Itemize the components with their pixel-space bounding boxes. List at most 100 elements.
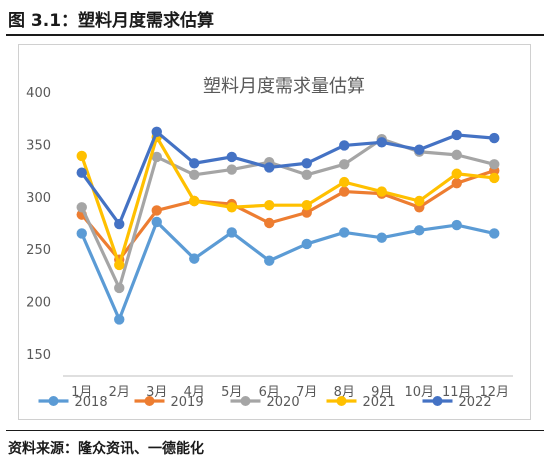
data-point [301,199,312,211]
data-point [489,172,500,184]
legend-item: 2022 [422,395,492,410]
legend-label: 2019 [171,395,204,410]
data-point [301,207,312,218]
source-note: 资料来源：隆众资讯、一德能化 [8,441,204,457]
data-point [301,238,312,250]
data-point [339,140,350,151]
data-point [264,255,275,266]
data-point [226,227,237,238]
x-tick-label: 9月 [371,385,392,400]
data-point [264,217,275,229]
data-point [376,137,387,148]
figure-header: 图 3.1：塑料月度需求估算 [0,0,550,34]
data-point [376,186,387,197]
y-axis-labels: 150 200 250 300 350 400 [26,86,51,363]
data-point [451,149,462,161]
data-point [451,129,462,141]
series-2022 [76,126,500,230]
y-tick-label: 250 [26,243,51,258]
y-tick-label: 300 [26,191,51,206]
data-point [189,158,200,169]
data-point [151,151,162,163]
x-tick-label: 10月 [404,385,434,400]
x-tick-label: 7月 [296,385,317,400]
data-point [114,259,125,271]
data-point [114,218,125,230]
top-rule [6,34,544,36]
legend-swatch-marker [48,396,59,406]
series-line [80,220,496,322]
data-point [76,167,87,178]
data-point [226,151,237,163]
y-tick-label: 200 [26,296,51,311]
data-point [339,227,350,238]
data-point [414,195,425,207]
data-point [339,176,350,188]
data-point [489,159,500,170]
data-point [376,232,387,243]
chart-frame [18,44,531,420]
data-point [264,162,275,173]
legend-item: 2019 [134,395,204,410]
x-tick-label: 4月 [184,385,205,400]
data-point [151,216,162,228]
data-point [451,219,462,231]
legend: 2018 2019 2020 2021 2022 [38,395,492,410]
legend-label: 2020 [267,395,300,410]
legend-label: 2022 [459,395,492,410]
data-point [189,253,200,264]
chart-title: 塑料月度需求量估算 [203,76,365,97]
series-line [80,137,496,290]
data-point [489,132,500,144]
x-tick-label: 11月 [442,385,472,400]
x-tick-label: 6月 [259,385,280,400]
legend-swatch-marker [240,396,251,406]
data-point [151,126,162,138]
data-point [76,150,87,162]
legend-item: 2020 [230,395,300,410]
figure-caption: 图 3.1：塑料月度需求估算 [8,11,215,31]
data-point [339,159,350,170]
legend-label: 2021 [363,395,396,410]
data-point [76,202,87,213]
legend-label: 2018 [75,395,108,410]
x-tick-label: 3月 [146,385,167,400]
x-tick-label: 5月 [221,385,242,400]
legend-item: 2021 [326,395,396,410]
data-point [189,195,200,207]
y-tick-label: 150 [26,348,51,363]
x-tick-label: 2月 [109,385,130,400]
line-chart: 塑料月度需求量估算 150 200 250 300 350 400 1月 2月 3月 4月 5月 6… [18,44,531,420]
series-line [80,168,496,262]
data-point [301,169,312,180]
data-point [189,169,200,180]
series-line [80,135,496,267]
data-point [414,144,425,155]
x-axis-labels: 1月 2月 3月 4月 5月 6月 7月 8月 9月 10月 11月 12月 [71,385,509,400]
data-point [451,177,462,189]
data-point [414,225,425,236]
series-line [80,130,496,226]
y-tick-label: 350 [26,138,51,153]
x-tick-label: 12月 [479,385,509,400]
legend-item: 2018 [38,395,108,410]
data-point [76,228,87,239]
series-layer [76,126,500,325]
chart-container: 塑料月度需求量估算 150 200 250 300 350 400 1月 2月 3月 4月 5月 6… [18,44,531,420]
data-point [339,186,350,197]
x-tick-label: 8月 [334,385,355,400]
data-point [489,228,500,239]
data-point [451,168,462,179]
bottom-rule [6,430,544,431]
x-tick-label: 1月 [71,385,92,400]
data-point [226,164,237,175]
data-point [151,205,162,216]
data-point [226,202,237,213]
y-tick-label: 400 [26,86,51,101]
data-point [301,158,312,169]
data-point [114,282,125,294]
legend-swatch-marker [432,396,443,406]
data-point [114,314,125,325]
legend-swatch-marker [336,396,347,406]
series-2018 [76,216,500,325]
